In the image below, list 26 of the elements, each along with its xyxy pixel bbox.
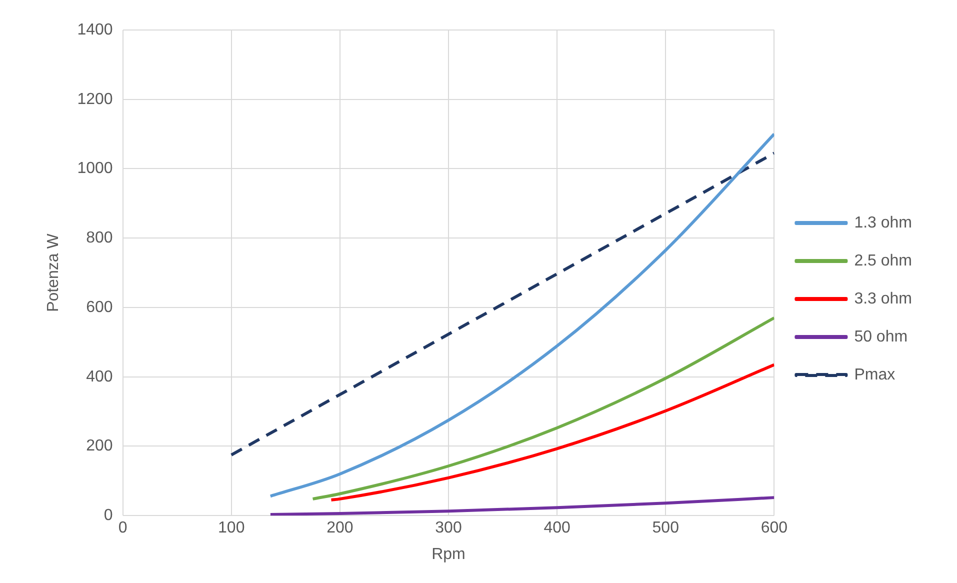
- y-axis-title: Potenza W: [45, 232, 62, 312]
- x-tick-label: 100: [218, 520, 245, 537]
- y-tick-label: 0: [104, 507, 113, 524]
- x-tick-label: 400: [544, 520, 570, 537]
- y-tick-label: 400: [86, 368, 113, 386]
- x-tick-label: 600: [760, 520, 788, 537]
- y-tick-label: 200: [86, 438, 113, 455]
- x-tick-label: 200: [326, 520, 354, 537]
- legend-label: 3.3 ohm: [854, 290, 912, 308]
- y-tick-label: 1400: [77, 21, 113, 38]
- line-series: [268, 496, 774, 516]
- y-tick-label: 800: [86, 230, 113, 247]
- x-tick-label: 500: [652, 520, 680, 537]
- legend-label: 1.3 ohm: [854, 214, 912, 232]
- x-tick-label: 300: [435, 520, 462, 537]
- y-tick-label: 1200: [77, 90, 113, 108]
- y-tick-label: 1000: [77, 160, 113, 178]
- line-series: [330, 363, 774, 502]
- line-series: [311, 316, 774, 500]
- line-series: [268, 132, 774, 498]
- y-tick-label: 600: [86, 298, 113, 316]
- legend-label: Pmax: [854, 366, 896, 384]
- legend-label: 2.5 ohm: [854, 252, 912, 270]
- x-axis-title: Rpm: [432, 546, 466, 563]
- legend-label: 50 ohm: [854, 328, 908, 346]
- x-tick-label: 0: [118, 520, 128, 537]
